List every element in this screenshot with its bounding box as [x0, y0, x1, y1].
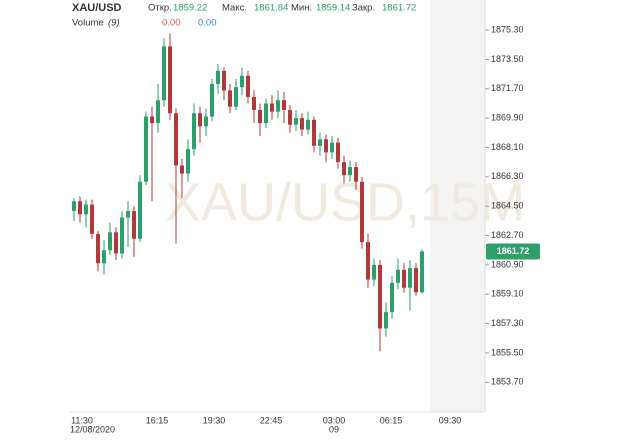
candle-body [408, 268, 412, 288]
symbol: XAU/USD [72, 2, 122, 14]
y-tick-label: 1860.90 [491, 259, 524, 269]
candle-body [384, 312, 388, 329]
candle-body [300, 118, 304, 130]
candle-body [294, 118, 298, 125]
x-tick-label: 11:30 [71, 415, 93, 425]
candle-body [372, 264, 376, 280]
candle-body [414, 268, 418, 293]
x-date-label: 12/08/2020 [70, 424, 115, 434]
candle-body [114, 232, 118, 254]
x-tick-label: 06:15 [380, 415, 403, 425]
last-price-badge [486, 243, 540, 260]
ohlc-label: Макс. [222, 3, 247, 14]
candle-body [342, 162, 346, 176]
y-tick-label: 1862.70 [491, 230, 524, 240]
x-tick-label: 19:30 [203, 415, 226, 425]
candle-body [174, 113, 178, 166]
future-area [430, 0, 485, 412]
candle-body [228, 90, 232, 107]
candle-body [168, 46, 172, 114]
ohlc-value: 1861.72 [382, 3, 416, 14]
candle-body [276, 100, 280, 112]
candle-body [270, 103, 274, 112]
candle-body [288, 109, 292, 125]
candle-body [264, 103, 268, 124]
candle-body [186, 149, 190, 174]
y-tick-label: 1864.50 [491, 201, 524, 211]
candle-body [120, 217, 124, 254]
candle-body [252, 96, 256, 110]
volume-value: 0.00 [198, 18, 217, 29]
y-tick-label: 1869.90 [491, 113, 524, 123]
candle-body [234, 87, 238, 107]
x-tick-label: 22:45 [260, 415, 283, 425]
candle-body [192, 113, 196, 150]
volume-value: 0.00 [162, 18, 181, 29]
y-tick-label: 1857.30 [491, 318, 524, 328]
candle-body [150, 116, 154, 124]
candle-body [102, 250, 106, 264]
candle-body [240, 75, 244, 88]
last-price-label: 1861.72 [497, 246, 530, 256]
candle-body [354, 167, 358, 182]
candle-body [132, 211, 136, 239]
candle-body [222, 70, 226, 91]
y-tick-label: 1871.70 [491, 83, 524, 93]
y-tick-label: 1866.30 [491, 171, 524, 181]
candle-body [216, 70, 220, 84]
candle-body [180, 165, 184, 174]
y-tick-label: 1859.10 [491, 289, 524, 299]
candle-body [306, 119, 310, 130]
candle-body [390, 282, 394, 313]
candle-body [402, 269, 406, 288]
y-tick-label: 1855.50 [491, 347, 524, 357]
y-tick-label: 1875.30 [491, 24, 524, 34]
candle-body [126, 211, 130, 218]
candle-body [396, 269, 400, 283]
volume-label: Volume [72, 18, 104, 29]
candle-body [204, 116, 208, 127]
x-tick-label: 03:00 [323, 415, 346, 425]
candle-body [78, 201, 82, 215]
candle-body [162, 46, 166, 101]
ohlc-value: 1861.84 [254, 3, 288, 14]
candle-body [318, 139, 322, 146]
ohlc-value: 1859.22 [173, 3, 207, 14]
y-tick-label: 1853.70 [491, 377, 524, 387]
candle-body [330, 142, 334, 153]
candle-body [360, 181, 364, 243]
candle-body [366, 242, 370, 280]
watermark: XAU/USD,15M [165, 172, 525, 232]
ohlc-label: Откр. [148, 3, 172, 14]
candle-body [324, 139, 328, 153]
x-tick-label: 09:30 [439, 415, 462, 425]
candle-body [84, 204, 88, 215]
candle-body [312, 119, 316, 146]
candle-body [420, 251, 424, 293]
candle-body [72, 201, 76, 212]
candle-body [156, 100, 160, 124]
candle-body [96, 233, 100, 264]
candle-body [378, 264, 382, 329]
candle-body [282, 100, 286, 110]
ohlc-value: 1859.14 [316, 3, 350, 14]
candle-body [246, 75, 250, 97]
x-date-label: 09 [329, 424, 339, 434]
volume-period: (9) [108, 18, 120, 29]
y-tick-label: 1868.10 [491, 142, 524, 152]
candle-body [90, 204, 94, 234]
candle-body [108, 232, 112, 251]
ohlc-label: Закр. [352, 3, 375, 14]
ohlc-label: Мин. [291, 3, 312, 14]
candle-body [336, 142, 340, 163]
candle-body [144, 116, 148, 182]
x-tick-label: 16:15 [146, 415, 169, 425]
candle-body [138, 181, 142, 239]
y-tick-label: 1873.50 [491, 54, 524, 64]
candle-body [210, 83, 214, 117]
candle-body [258, 109, 262, 124]
candle-body [348, 167, 352, 176]
candle-body [198, 113, 202, 127]
